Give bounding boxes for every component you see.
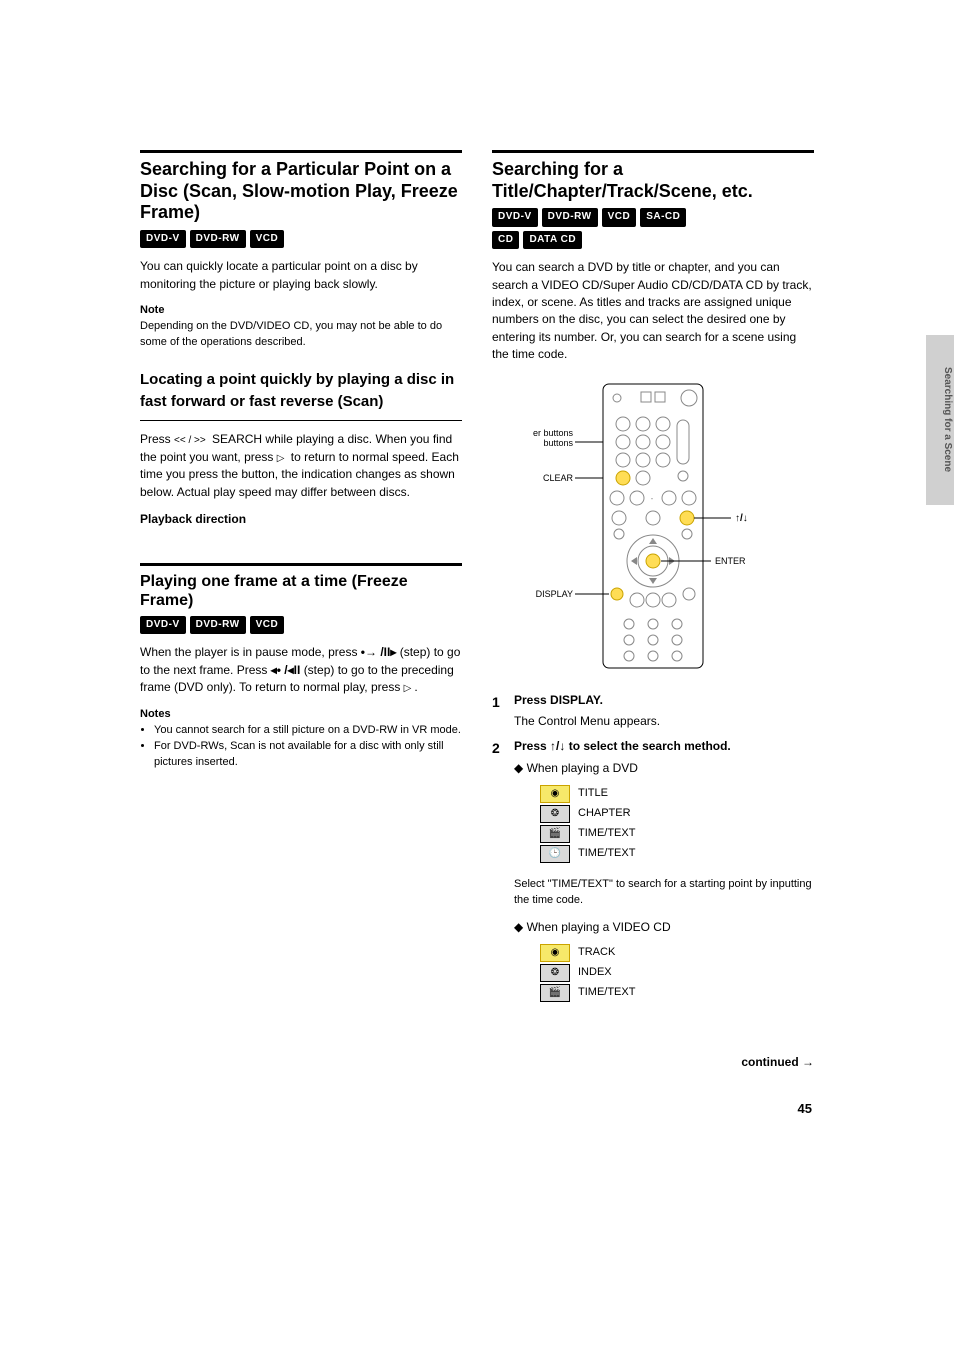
menu-label: TIME/TEXT <box>578 846 635 862</box>
badge-dvdrw: DVD-RW <box>190 616 246 635</box>
updown-icon: ↑/↓ <box>550 739 565 753</box>
subsection-title: Locating a point quickly by playing a di… <box>140 369 462 413</box>
svg-text:buttons: buttons <box>543 438 573 448</box>
search-icon: << / >> <box>174 434 206 449</box>
rule <box>492 150 814 153</box>
continued: continued → <box>492 1054 814 1071</box>
label-enter: ENTER <box>715 556 746 566</box>
step-1: 1 Press DISPLAY. The Control Menu appear… <box>492 692 814 731</box>
badge-row: DVD-V DVD-RW VCD SA-CD <box>492 208 814 227</box>
menu-item: ◉ TITLE <box>540 785 814 803</box>
step-number: 1 <box>492 692 506 731</box>
notes-list: You cannot search for a still picture on… <box>140 723 462 771</box>
menu-label: TITLE <box>578 786 608 802</box>
section-title: Playing one frame at a time (Freeze Fram… <box>140 572 462 610</box>
menu-item: ◉ TRACK <box>540 944 814 962</box>
time-note: Select "TIME/TEXT" to search for a start… <box>514 877 814 909</box>
label-number: Number buttons <box>533 428 573 438</box>
freeze-para: When the player is in pause mode, press … <box>140 644 462 696</box>
play-icon: ▷ <box>404 682 412 697</box>
text: Press <box>140 432 174 446</box>
note-item: You cannot search for a still picture on… <box>154 723 462 739</box>
play-icon: ▷ <box>277 452 285 467</box>
section-title: Searching for a Title/Chapter/Track/Scen… <box>492 159 814 202</box>
menu-label: TIME/TEXT <box>578 826 635 842</box>
step-title: Press ↑/↓ to select the search method. <box>514 738 814 755</box>
badge-sacd: SA-CD <box>640 208 686 227</box>
menu-label: TIME/TEXT <box>578 985 635 1001</box>
title-icon: ◉ <box>540 785 570 803</box>
intro-para: You can quickly locate a particular poin… <box>140 258 462 293</box>
track-icon: ◉ <box>540 944 570 962</box>
side-tab: Searching for a Scene <box>926 335 954 505</box>
page-number: 45 <box>492 1100 814 1119</box>
menu-dvd: ◉ TITLE ❂ CHAPTER 🎬 TIME/TEXT 🕒 TIME/TEX… <box>540 785 814 863</box>
badge-vcd: VCD <box>250 230 285 249</box>
text: to select the search method. <box>569 739 731 753</box>
rule <box>140 150 462 153</box>
svg-text:-: - <box>651 494 654 503</box>
menu-item: 🎬 TIME/TEXT <box>540 825 814 843</box>
scan-para: Press << / >> SEARCH while playing a dis… <box>140 431 462 501</box>
time-icon: 🎬 <box>540 984 570 1002</box>
menu-item: ❂ INDEX <box>540 964 814 982</box>
menu-label: INDEX <box>578 965 612 981</box>
text: Press <box>514 739 550 753</box>
text: . <box>414 680 417 694</box>
badge-dvdv: DVD-V <box>140 230 186 249</box>
index-icon: ❂ <box>540 964 570 982</box>
time-icon: 🎬 <box>540 825 570 843</box>
note-text: Depending on the DVD/VIDEO CD, you may n… <box>140 319 462 351</box>
right-column: Searching for a Title/Chapter/Track/Scen… <box>492 150 814 1119</box>
label-display: DISPLAY <box>536 589 573 599</box>
step-title: Press DISPLAY. <box>514 692 814 709</box>
step-number: 2 <box>492 738 506 1016</box>
badge-row: DVD-V DVD-RW VCD <box>140 616 462 635</box>
step-2: 2 Press ↑/↓ to select the search method.… <box>492 738 814 1016</box>
badge-datacd: DATA CD <box>523 231 582 250</box>
menu-label: TRACK <box>578 945 615 961</box>
label-updown: ↑/↓ <box>735 513 748 524</box>
step-fwd-icon: •→ /II▸ <box>361 645 397 659</box>
badge-vcd: VCD <box>602 208 637 227</box>
note-heading: Note <box>140 303 462 319</box>
remote-diagram: - <box>492 376 814 676</box>
menu-item: 🕒 TIME/TEXT <box>540 845 814 863</box>
intro-para: You can search a DVD by title or chapter… <box>492 259 814 363</box>
rule <box>140 420 462 421</box>
menu-item: 🎬 TIME/TEXT <box>540 984 814 1002</box>
menu-item: ❂ CHAPTER <box>540 805 814 823</box>
rule <box>140 563 462 566</box>
step-body: The Control Menu appears. <box>514 713 814 730</box>
badge-row: CD DATA CD <box>492 231 814 250</box>
section-title: Searching for a Particular Point on a Di… <box>140 159 462 224</box>
step-rev-icon: ◂• /◂II <box>271 663 301 677</box>
badge-row: DVD-V DVD-RW VCD <box>140 230 462 249</box>
badge-dvdrw: DVD-RW <box>542 208 598 227</box>
time-icon: 🕒 <box>540 845 570 863</box>
playback-direction: Playback direction <box>140 511 462 528</box>
badge-dvdv: DVD-V <box>492 208 538 227</box>
badge-cd: CD <box>492 231 519 250</box>
text: When the player is in pause mode, press <box>140 645 361 659</box>
badge-vcd: VCD <box>250 616 285 635</box>
chapter-icon: ❂ <box>540 805 570 823</box>
remote-svg: - <box>533 376 773 676</box>
badge-dvdrw: DVD-RW <box>190 230 246 249</box>
note-item: For DVD-RWs, Scan is not available for a… <box>154 739 462 771</box>
left-column: Searching for a Particular Point on a Di… <box>140 150 462 1119</box>
when-playing-dvd: ◆ When playing a DVD <box>514 760 814 777</box>
menu-label: CHAPTER <box>578 806 631 822</box>
label-clear: CLEAR <box>543 473 574 483</box>
menu-vcd: ◉ TRACK ❂ INDEX 🎬 TIME/TEXT <box>540 944 814 1002</box>
notes-heading: Notes <box>140 707 462 723</box>
page-columns: Searching for a Particular Point on a Di… <box>140 150 814 1119</box>
when-playing-vcd: ◆ When playing a VIDEO CD <box>514 919 814 936</box>
badge-dvdv: DVD-V <box>140 616 186 635</box>
